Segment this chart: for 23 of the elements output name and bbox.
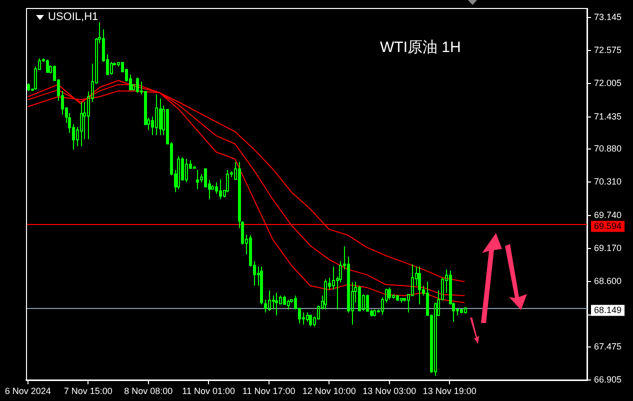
x-tick-label: 11 Nov 17:00 bbox=[242, 386, 296, 396]
x-tick-label: 8 Nov 08:00 bbox=[124, 386, 173, 396]
x-tick-label: 7 Nov 15:00 bbox=[64, 386, 112, 396]
y-tick-label: 72.005 bbox=[594, 78, 622, 88]
x-tick-label: 13 Nov 19:00 bbox=[422, 386, 476, 396]
y-tick-label: 67.475 bbox=[594, 342, 622, 352]
y-tick-label: 69.170 bbox=[594, 243, 622, 253]
ref-line-label: 68.149 bbox=[594, 304, 622, 315]
y-tick-label: 71.435 bbox=[594, 111, 622, 122]
y-tick-label: 66.905 bbox=[594, 374, 622, 385]
x-tick-label: 12 Nov 10:00 bbox=[302, 386, 356, 396]
y-tick-label: 70.880 bbox=[594, 144, 622, 154]
x-tick-label: 11 Nov 01:00 bbox=[182, 386, 236, 396]
y-tick-label: 69.740 bbox=[594, 210, 622, 220]
y-tick-label: 70.310 bbox=[594, 176, 622, 187]
y-tick-label: 68.600 bbox=[594, 276, 622, 286]
chart-title: USOIL,H1 bbox=[48, 11, 98, 23]
y-tick-label: 72.575 bbox=[594, 45, 622, 56]
x-tick-label: 13 Nov 03:00 bbox=[362, 386, 416, 396]
annotation: WTI原油 1H bbox=[380, 38, 461, 57]
y-tick-label: 73.145 bbox=[594, 12, 622, 22]
x-tick-label: 6 Nov 2024 bbox=[4, 386, 51, 396]
ref-line-label: 69.594 bbox=[594, 220, 622, 231]
